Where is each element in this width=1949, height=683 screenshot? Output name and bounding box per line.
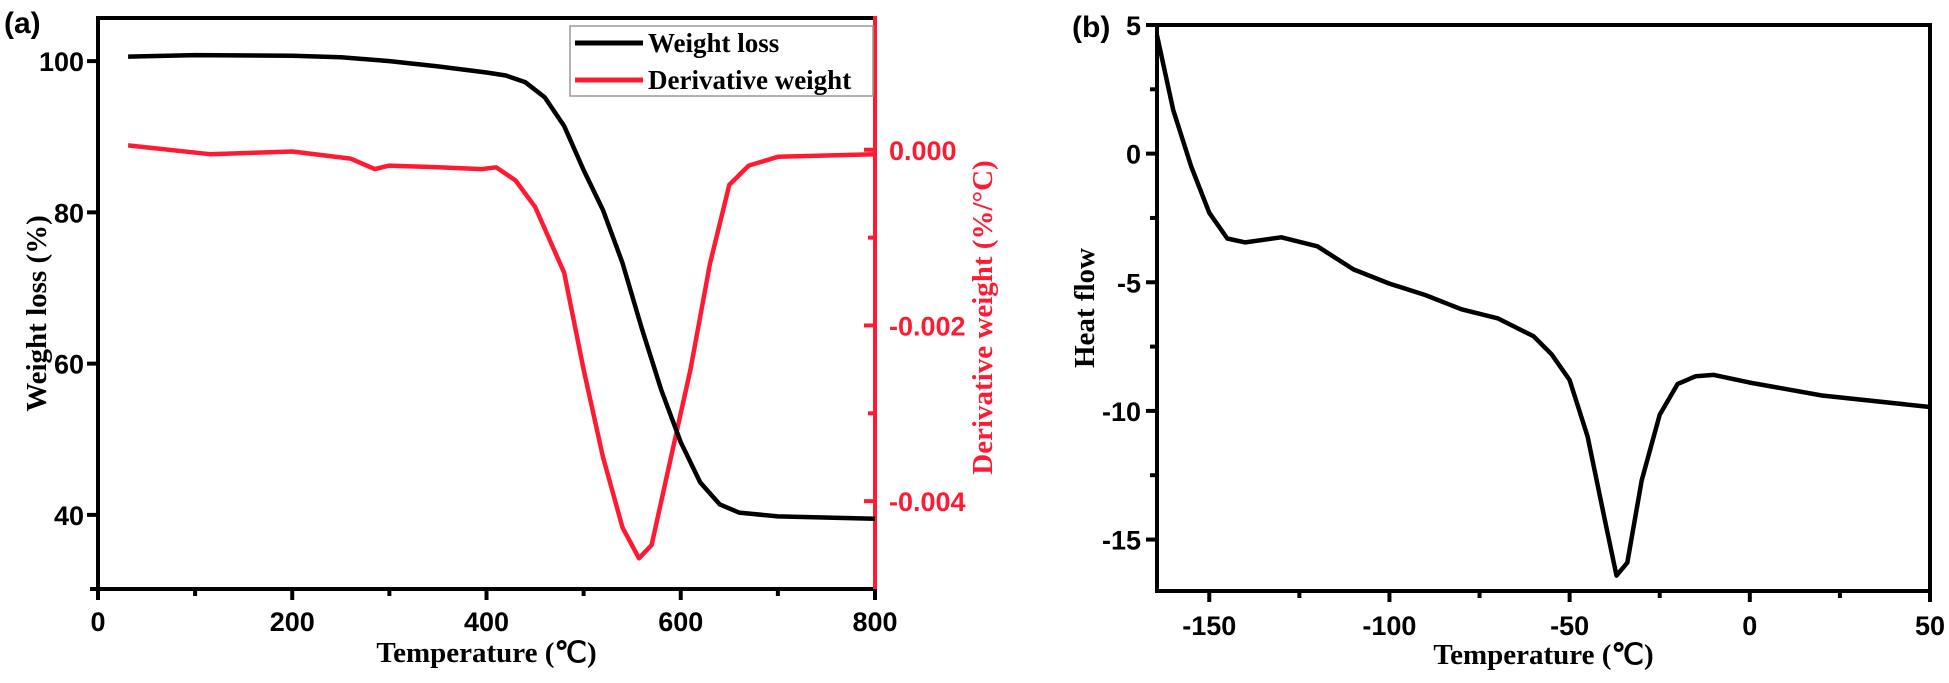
- series-derivative-weight: [127, 143, 876, 561]
- y-tick-label-a: 40: [54, 501, 84, 531]
- y2-axis-title-a: Derivative weight (%/°C): [967, 160, 999, 474]
- x-tick-label-a: 0: [90, 607, 105, 637]
- panel-label-b: (b): [1072, 11, 1110, 44]
- x-axis-title-b: Temperature (℃): [1433, 639, 1653, 671]
- y-tick-label-a: 80: [54, 198, 84, 228]
- x-tick-label-a: 200: [270, 607, 315, 637]
- series-weight-loss: [128, 52, 876, 521]
- y-axis-title-b: Heat flow: [1069, 248, 1101, 368]
- y2-tick-label-a: 0.000: [889, 136, 957, 166]
- y-tick-label-a: 60: [54, 350, 84, 380]
- series-heat-flow: [1154, 34, 1931, 578]
- legend-label-weight-loss: Weight loss: [648, 28, 779, 58]
- y-tick-label-b: -10: [1102, 397, 1141, 427]
- y-tick-label-b: 0: [1126, 140, 1141, 170]
- x-tick-label-a: 600: [658, 607, 703, 637]
- y2-tick-label-a: -0.002: [889, 311, 966, 341]
- x-axis-title-a: Temperature (℃): [376, 637, 596, 669]
- panel-label-a: (a): [4, 7, 41, 40]
- y-axis-title-a: Weight loss (%): [21, 215, 53, 412]
- x-tick-label-b: -100: [1362, 611, 1416, 641]
- x-tick-label-b: -150: [1182, 611, 1236, 641]
- x-tick-label-a: 800: [852, 607, 897, 637]
- x-tick-label-b: 0: [1742, 611, 1757, 641]
- y-tick-label-b: -5: [1117, 268, 1141, 298]
- y-tick-label-a: 100: [39, 47, 84, 77]
- legend-box: [569, 25, 874, 97]
- x-tick-label-b: 50: [1915, 611, 1945, 641]
- y-tick-label-b: -15: [1102, 526, 1141, 556]
- legend-label-derivative-weight: Derivative weight: [648, 65, 851, 95]
- y2-tick-label-a: -0.004: [889, 487, 966, 517]
- x-tick-label-a: 400: [464, 607, 509, 637]
- y-tick-label-b: 5: [1126, 11, 1141, 41]
- plot-frame-b: [1155, 23, 1932, 593]
- x-tick-label-b: -50: [1550, 611, 1589, 641]
